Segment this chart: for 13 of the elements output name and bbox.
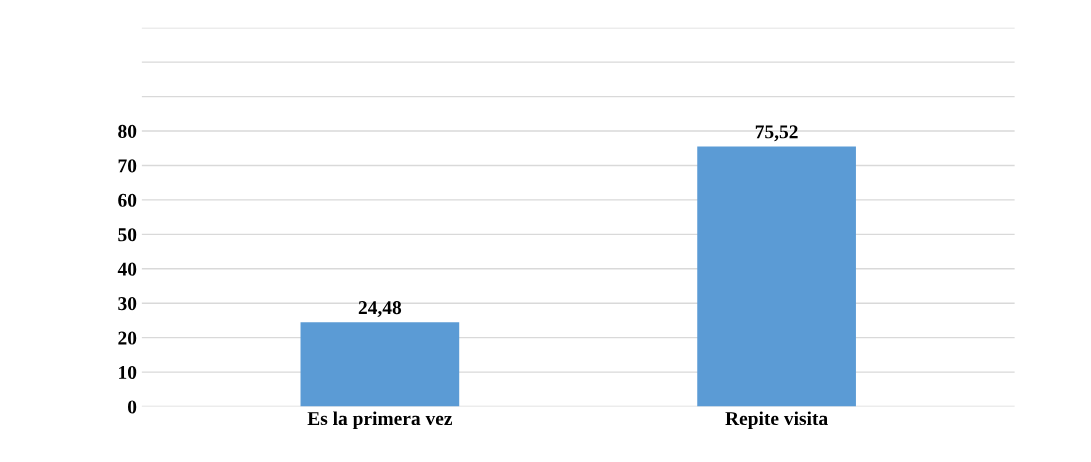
- y-tick-label: 0: [127, 400, 137, 414]
- y-tick-label: 80: [118, 124, 137, 138]
- y-tick-label: 20: [118, 331, 137, 345]
- data-label: 24,48: [358, 301, 402, 317]
- data-label: 75,52: [755, 125, 798, 142]
- y-tick-label: 70: [118, 159, 137, 173]
- y-tick-label: 10: [119, 365, 137, 380]
- y-tick-label: 40: [117, 262, 137, 276]
- y-tick-label: 60: [118, 193, 137, 207]
- x-tick-label: Repite visita: [725, 411, 828, 430]
- y-tick-label: 50: [118, 228, 137, 242]
- y-tick-label: 30: [118, 297, 137, 311]
- x-tick-label: Es la primera vez: [307, 411, 453, 430]
